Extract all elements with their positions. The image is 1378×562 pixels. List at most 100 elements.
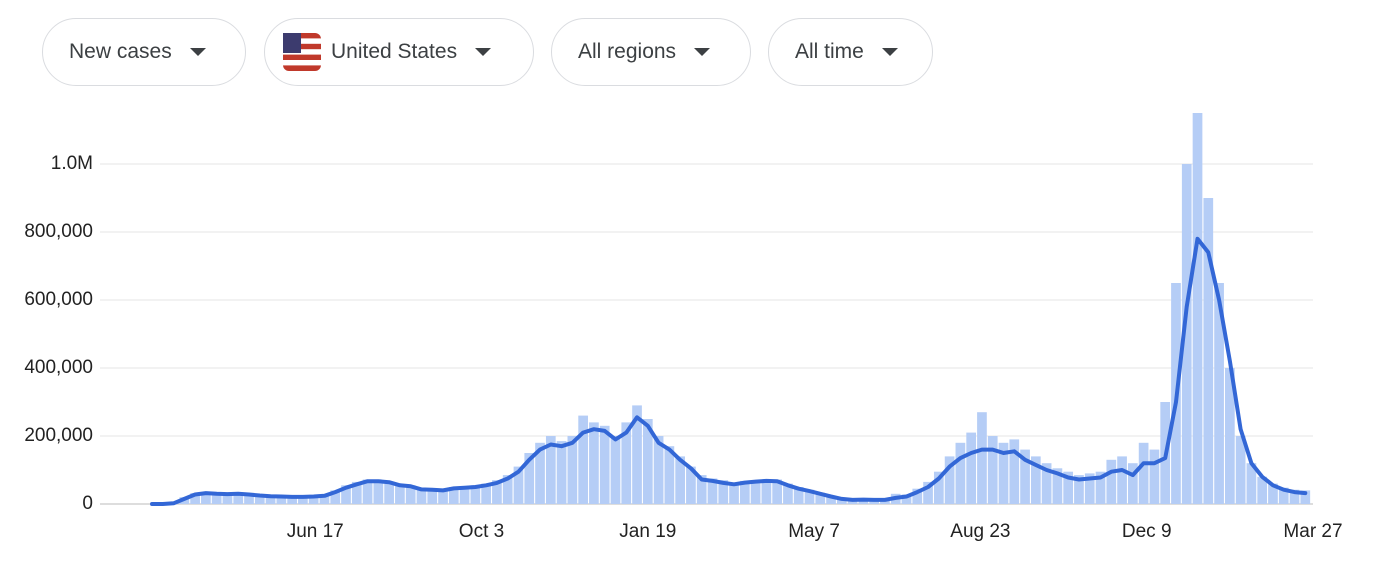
bar [492,480,502,504]
bar [1106,459,1117,504]
bar [416,488,427,504]
bar [707,478,718,504]
bar [319,494,330,504]
bar [168,502,179,504]
bar [524,453,535,504]
bar [815,492,826,504]
bar [1171,283,1181,504]
bar [341,485,351,504]
bar [1225,368,1235,504]
y-tick-label: 200,000 [24,425,93,446]
bar [750,480,761,504]
bar [1020,449,1030,504]
country-dropdown[interactable]: United States [264,18,534,86]
bar [880,499,890,504]
bar [977,412,987,504]
bar [513,466,524,504]
bar [1278,487,1289,504]
bar [1138,442,1149,504]
bar [739,480,750,504]
bar [1203,198,1214,504]
bar [201,492,211,504]
bar [826,495,836,504]
caret [881,48,898,56]
y-tick-label: 0 [82,493,93,514]
bar [599,425,610,504]
bar [276,495,287,504]
x-tick-label: Mar 27 [1283,521,1342,542]
bar [729,482,739,504]
bar [901,494,912,504]
bar [847,498,858,504]
bar [395,484,405,504]
bar [998,442,1009,504]
time-dropdown[interactable]: All time [768,18,933,86]
bar [923,481,933,504]
bar [1030,456,1041,504]
bar [836,497,847,504]
bar [772,479,783,504]
bar [373,480,384,504]
bar [502,475,513,504]
bar [653,436,664,504]
bar [987,436,998,504]
x-tick-label: Jun 17 [287,521,344,542]
region-dropdown[interactable]: All regions [551,18,751,86]
bar [179,497,190,504]
bar [1257,476,1268,504]
bar [1052,468,1063,504]
metric-dropdown[interactable]: New cases [42,18,246,86]
bar [1181,164,1192,504]
bar [1084,473,1095,504]
y-tick-label: 400,000 [24,357,93,378]
bar [1268,483,1278,504]
bar [567,436,578,504]
time-label: All time [795,40,864,63]
bar [1063,471,1074,504]
bar [535,442,545,504]
bar [427,488,438,504]
bar [869,499,880,504]
bar [966,432,977,504]
bar [222,493,233,504]
bar [1246,463,1257,504]
bar [1235,436,1246,504]
bar [761,479,772,504]
bar [308,495,319,504]
bar [1074,475,1084,504]
bar [1117,456,1127,504]
bar [858,498,869,504]
flag-icon [283,33,321,71]
country-label: United States [331,40,458,63]
bar [1149,449,1160,504]
bar [718,480,729,504]
bar [793,487,804,504]
region-label: All regions [578,40,677,63]
x-tick-label: Oct 3 [459,521,504,542]
bar [233,492,244,504]
bar [1127,463,1138,504]
bar [1160,402,1171,504]
bar [933,471,944,504]
x-tick-label: Dec 9 [1122,521,1172,542]
bar [578,415,588,504]
bar [1041,463,1052,504]
bar [944,456,955,504]
y-tick-label: 800,000 [24,221,93,242]
bar [589,422,599,504]
bar [330,490,341,504]
bar [696,475,707,504]
bar [438,489,448,504]
bar [632,405,642,504]
bar [448,487,459,504]
bar [481,483,491,504]
bar [610,436,621,504]
bar [890,493,901,504]
bar [955,442,966,504]
bar [783,483,793,504]
bar [244,493,254,504]
bar [912,488,923,504]
x-tick-label: Jan 19 [619,521,676,542]
